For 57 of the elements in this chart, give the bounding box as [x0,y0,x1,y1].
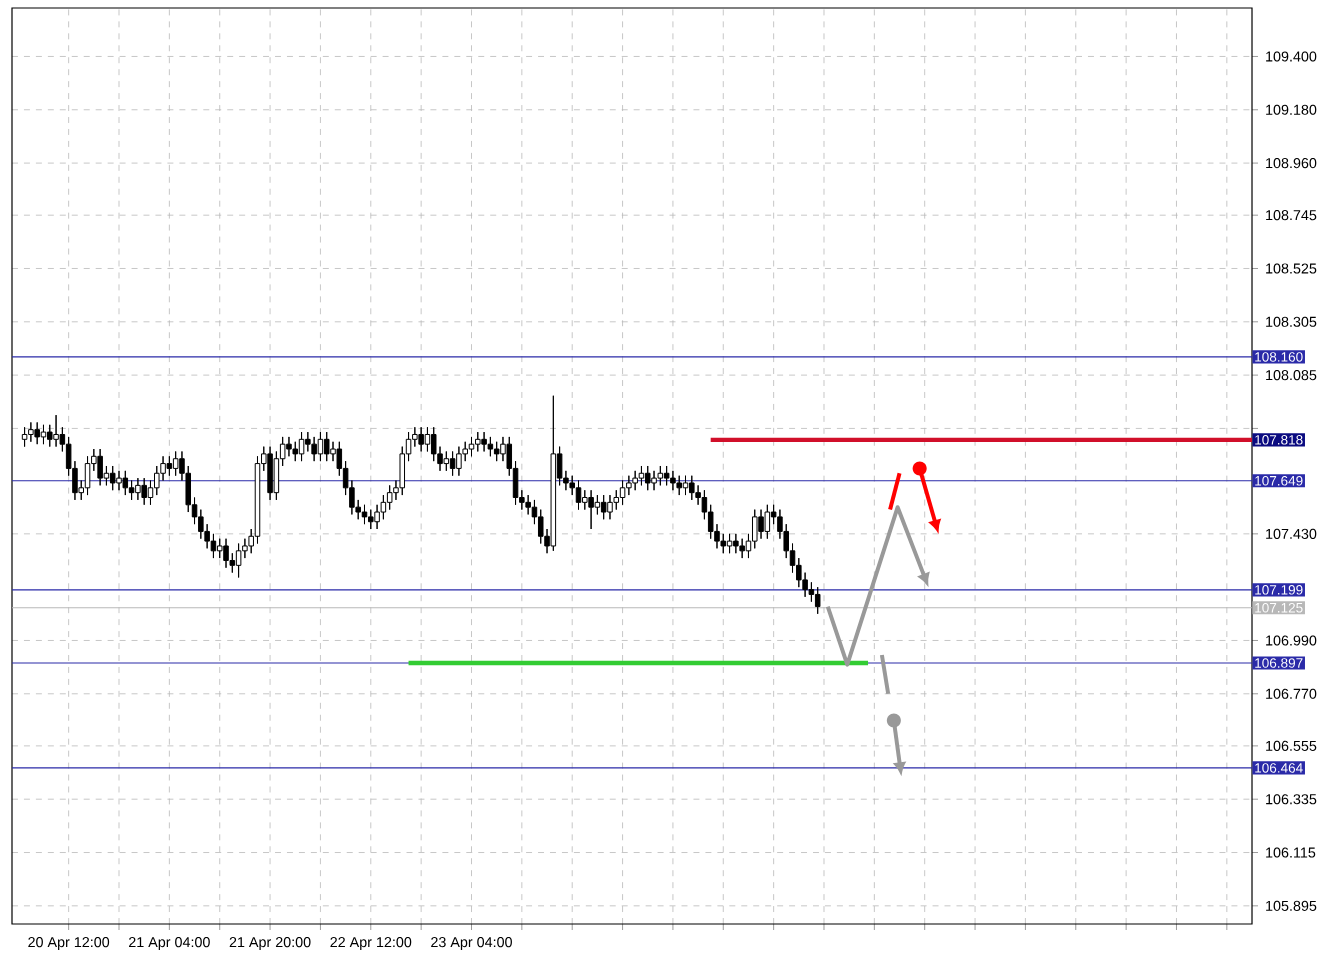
candlestick [663,465,670,486]
candlestick [116,470,122,491]
candlestick [34,421,40,445]
candlestick [223,538,229,569]
candlestick [368,509,374,530]
candlestick [682,475,689,496]
candlestick [21,426,28,448]
candlestick [550,395,557,552]
candlestick [619,480,626,506]
candlestick [638,465,645,486]
candlestick [739,538,745,559]
candlestick [644,465,651,491]
candlestick [670,470,676,491]
candlestick [449,450,456,477]
candlestick [298,431,305,462]
candlestick [493,441,500,462]
candlestick [53,414,59,448]
candlestick [40,424,47,445]
candlestick [487,436,494,457]
candlestick [122,470,129,496]
candlestick [135,477,141,501]
candlestick [468,436,475,457]
candlestick [456,446,462,477]
candlestick [311,436,317,462]
candlestick [97,448,103,486]
candlestick [418,426,424,452]
candlestick [475,431,481,452]
candlestick [613,489,620,511]
candlestick [254,455,261,545]
candlestick [676,475,682,496]
candlestick [141,477,147,506]
candlestick [166,455,173,477]
candlestick [764,504,771,540]
candlestick [575,480,582,511]
candlestick [84,455,91,496]
candlestick [814,586,821,615]
candlestick [267,446,273,501]
candlestick [600,494,607,520]
candlestick [588,489,594,530]
candlestick [172,450,179,477]
candlestick [386,484,393,511]
candlestick [726,533,733,554]
candlestick [689,475,695,501]
candlestick [607,494,613,520]
candlestick [109,465,116,491]
candlestick [657,465,664,486]
candlestick [235,543,242,578]
candlestick [733,533,739,554]
candlestick [323,431,330,462]
candlestick [481,431,487,452]
candlestick [28,421,34,443]
candlestick [632,470,638,491]
candlestick [443,450,450,472]
candlestick [651,470,657,491]
candlestick [317,431,324,462]
candlestick [361,504,368,525]
candlestick [758,509,764,540]
